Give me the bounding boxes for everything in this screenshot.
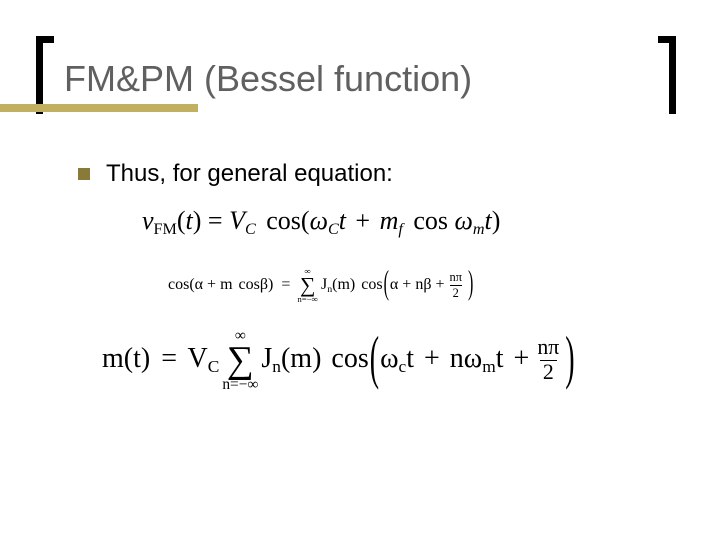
eq1-eq: = (208, 206, 223, 235)
eq2-rbeta: β (423, 276, 431, 293)
eq1-mf-m: m (380, 206, 399, 235)
eq2-cosb: cos (239, 276, 260, 293)
eq1-close2: ) (492, 206, 501, 235)
eq3-eq: = (161, 343, 177, 374)
eq2-cosr: cos (361, 276, 382, 293)
eq1-t1: t (339, 206, 346, 235)
eq3-sigma-icon: ∑ (227, 343, 254, 377)
eq3-lhs: m(t) (102, 343, 150, 374)
eq2-sum: ∞ ∑ n=−∞ (297, 267, 318, 304)
slide-body: Thus, for general equation: vFM(t) = VC … (78, 160, 660, 393)
eq2-eq: = (281, 276, 290, 293)
eq1-t2: t (485, 206, 492, 235)
eq2-rplus1: + (402, 276, 411, 293)
eq2-cos: cos (168, 276, 189, 293)
equation-3: m(t) = VC ∞ ∑ n=−∞ Jn(m) cos ( ωct + nωm… (102, 328, 660, 393)
eq1-lhs-arg: t (186, 206, 193, 235)
eq1-omega-c-sub: C (328, 221, 339, 238)
bullet-square-icon (78, 168, 90, 180)
eq3-V: V (188, 343, 208, 374)
eq3-frac-den: 2 (540, 360, 557, 384)
eq2-rplus2: + (435, 276, 444, 293)
eq3-Jn: n (272, 357, 281, 376)
eq3-J: J (261, 343, 272, 374)
title-bracket-right (658, 36, 676, 114)
eq3-wc: ω (380, 343, 398, 374)
eq3-sum: ∞ ∑ n=−∞ (222, 328, 258, 393)
eq1-open1: ( (177, 206, 186, 235)
eq3-t1: t (406, 343, 414, 374)
eq3-sum-bot: n=−∞ (222, 377, 258, 392)
eq3-Jopen: ( (281, 343, 290, 374)
eq1-omega-c: ω (310, 206, 328, 235)
eq1-plus: + (355, 206, 370, 235)
eq1-close1: ) (193, 206, 202, 235)
eq2-alpha: α (195, 276, 203, 293)
eq3-frac: nπ 2 (534, 337, 562, 384)
eq1-lhs-var: v (142, 206, 154, 235)
eq3-Jclose: ) (312, 343, 321, 374)
eq3-Jarg: m (290, 343, 312, 374)
eq2-close: ) (268, 276, 273, 293)
eq2-Jclose: ) (350, 276, 355, 293)
eq2-m: m (220, 276, 232, 293)
eq3-plus1: + (424, 343, 440, 374)
eq2-sum-bot: n=−∞ (297, 295, 318, 304)
eq3-t2: t (496, 343, 504, 374)
eq2-sigma-icon: ∑ (300, 276, 315, 295)
bullet-row: Thus, for general equation: (78, 160, 660, 188)
eq3-frac-num: nπ (534, 337, 562, 360)
eq1-amp-var: V (229, 206, 245, 235)
eq3-cos: cos (331, 343, 368, 374)
eq3-n: n (450, 343, 464, 374)
eq2-frac-num: nπ (447, 271, 466, 284)
eq1-cos2: cos (413, 206, 448, 235)
bullet-text: Thus, for general equation: (106, 160, 393, 188)
slide-title: FM&PM (Bessel function) (64, 58, 472, 100)
eq1-open2: ( (301, 206, 310, 235)
eq1-amp-sub: C (245, 221, 256, 238)
eq2-plus1: + (207, 276, 216, 293)
equation-1: vFM(t) = VC cos(ωCt + mf cos ωmt) (142, 206, 660, 239)
eq2-beta: β (260, 276, 268, 293)
eq2-Jarg: m (337, 276, 349, 293)
eq2-ralpha: α (390, 276, 398, 293)
equation-block: vFM(t) = VC cos(ωCt + mf cos ωmt) cos(α … (142, 206, 660, 393)
eq1-omega-m: ω (455, 206, 473, 235)
title-bracket-left (36, 36, 54, 114)
eq2-frac: nπ 2 (447, 271, 466, 299)
eq3-wm-sub: m (482, 357, 496, 376)
equation-2: cos(α + m cosβ) = ∞ ∑ n=−∞ Jn(m) cos ( α… (168, 267, 660, 304)
eq1-omega-m-sub: m (473, 221, 485, 238)
eq3-plus2: + (514, 343, 530, 374)
eq1-lhs-sub: FM (154, 221, 177, 238)
eq3-Vc: C (208, 357, 220, 376)
eq3-wm: ω (464, 343, 482, 374)
eq1-mf-f: f (398, 221, 402, 238)
eq2-frac-den: 2 (450, 285, 462, 299)
eq1-cos: cos (266, 206, 301, 235)
accent-bar (0, 104, 198, 112)
